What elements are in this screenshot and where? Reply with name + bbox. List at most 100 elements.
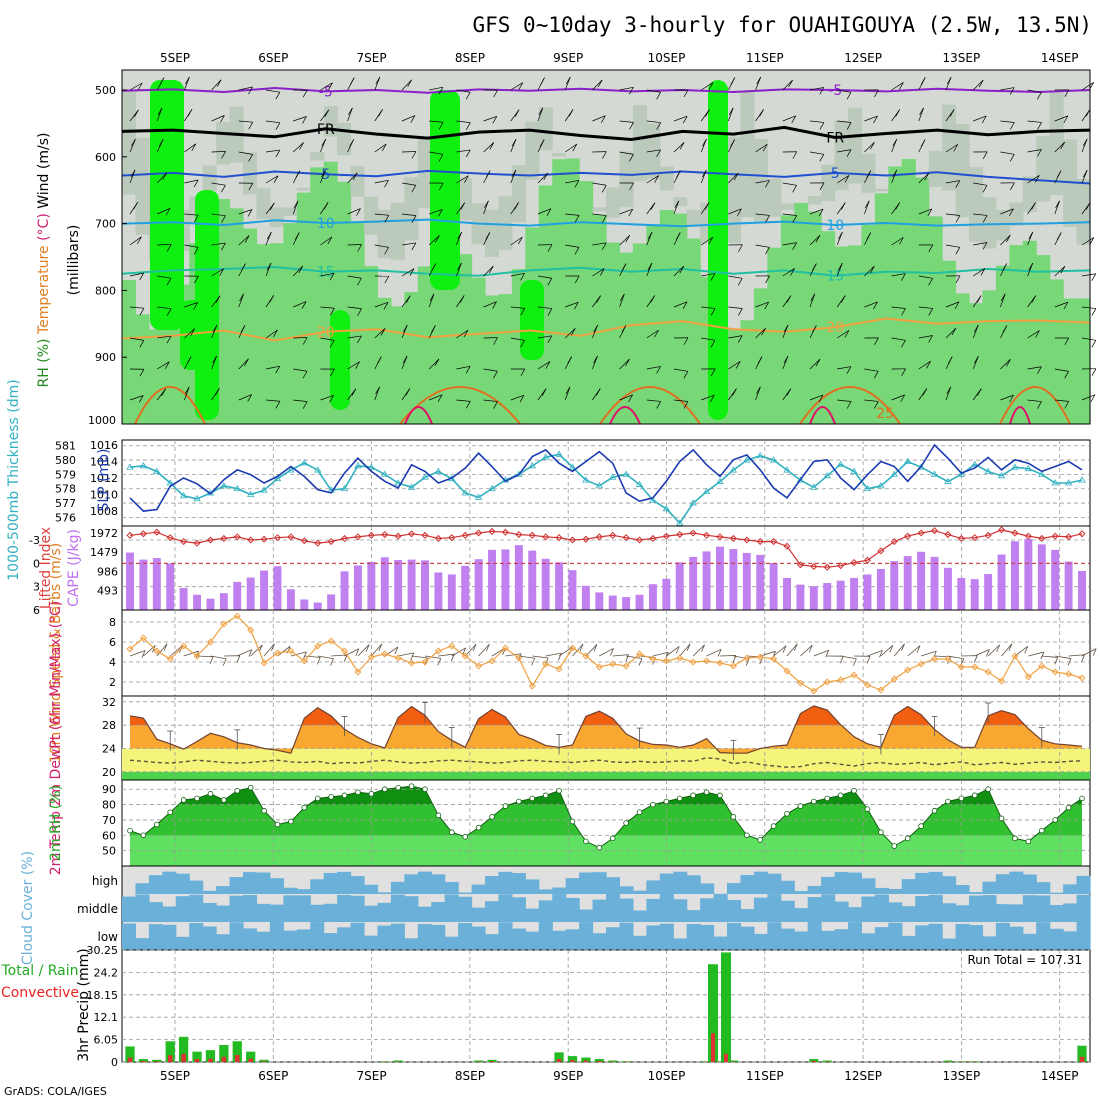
wind-barb-flag [955,180,961,188]
wind-barb-flag [704,202,710,210]
wind-barb-staff [320,337,335,341]
cloud-cover-bar [565,878,580,894]
wind-barb-flag [679,142,685,150]
wind-barb-staff [864,265,875,277]
rh-point [569,818,576,825]
wind10m-barb-flag [866,656,871,664]
precip-total-bar [708,964,718,1062]
cloud-cover-bar [646,898,661,922]
wind10m-speed-point [139,634,147,642]
wind-barb-staff [483,142,495,153]
upper-y-tick-label: 800 [95,284,116,297]
wind-barb-flag [547,278,553,286]
date-label-bottom: 11SEP [746,1069,784,1083]
wind10m-barb-staff [438,653,455,657]
rh-moist-column [606,242,621,424]
wind10m-barb-staff [478,643,490,657]
cloud-cover-bar [579,922,594,950]
wind-barb-flag [683,337,689,345]
wind-barb-flag [1031,202,1036,210]
wind10m-speed-point [568,644,577,652]
rh-mid-column [807,195,822,205]
precip-total-bar [809,1059,819,1062]
wind-barb-staff [918,208,932,215]
cape-bar [474,559,483,610]
thickness-point [729,466,738,473]
wind-barb-flag [786,295,792,303]
wind-barb-staff [701,306,716,309]
thickness-slp-marks [126,443,1086,526]
wind10m-barb-staff [451,647,466,657]
cloud-cover-bar [337,894,352,922]
wind-barb-staff [374,213,389,216]
thickness-point [273,474,282,482]
thickness-point [944,477,952,484]
wind-barb-flag [892,169,898,178]
cape-bar [514,545,523,610]
wind-barb-staff [701,82,714,91]
wind-barb-flag [574,275,580,284]
rh-moist-column [632,243,647,424]
precip-convective-bar [234,1054,240,1062]
rh-point [475,824,482,831]
thickness-point [1051,479,1059,486]
wind-barb-flag [1055,200,1060,209]
precip-total-bar [487,1059,497,1062]
lifted-index-point [582,535,590,543]
wind-barb-flag [629,182,634,191]
wind10m-barb-flag [996,644,1000,653]
wind-barb-flag [926,361,931,369]
wind-barb-flag [628,209,634,217]
wind-barb-flag [1037,92,1042,100]
wind-barb-staff [265,329,278,339]
rh-point [140,832,147,839]
wind-barb-staff [809,293,816,308]
rh-moist-column [955,293,970,424]
wind-barb-staff [1027,175,1040,184]
wind-barb-staff [1081,82,1094,91]
wind-barb-staff [755,180,770,184]
wind-barb-staff [619,208,633,215]
wind10m-speed-point [810,687,818,695]
temp-band-green [122,771,1090,780]
wind10m-barb-flag [485,643,490,652]
wind-barb-staff [129,82,143,91]
wind10m-barb-flag [1054,657,1059,665]
cloud-cover-bar [780,900,795,922]
wind-barb-flag [193,247,199,255]
wind-barb-flag [466,401,471,409]
wind-barb-staff [945,180,960,184]
cloud-cover-bar [834,929,849,950]
wind-barb-staff [728,361,741,370]
lifted-index-point [662,532,670,540]
wind-barb-flag [1002,325,1008,333]
rh-point [449,829,455,836]
rh-point [703,789,710,796]
wind-barb-staff [157,208,171,215]
wind10m-speed-point [126,645,134,653]
rh-point [717,792,723,799]
wind10m-speed-point [381,650,389,658]
wind-barb-staff [238,394,252,401]
rh-point [730,814,737,820]
thickness-point [220,482,228,489]
wind-barb-staff [972,79,984,91]
wind-barb-staff [564,328,576,339]
wind10m-speed-point [609,660,617,668]
wind-tick-label: 4 [109,656,116,669]
rh-point [583,838,589,845]
cape-bar [313,602,322,610]
cloud-cover-bar [565,929,580,950]
wind-barb-flag [514,109,520,117]
wind-barb-staff [456,329,469,339]
date-label-bottom: 9SEP [553,1069,583,1083]
wind-barb-flag [547,335,553,343]
thickness-point [689,499,697,506]
precip-ylabel-total-rain: Total / Rain [0,963,78,979]
wind-barb-flag [384,247,389,255]
dewpoint-line [129,757,1083,768]
wind10m-barb-flag [222,658,227,666]
wind-barb-flag [679,265,685,274]
wind-barb-staff [592,182,607,186]
